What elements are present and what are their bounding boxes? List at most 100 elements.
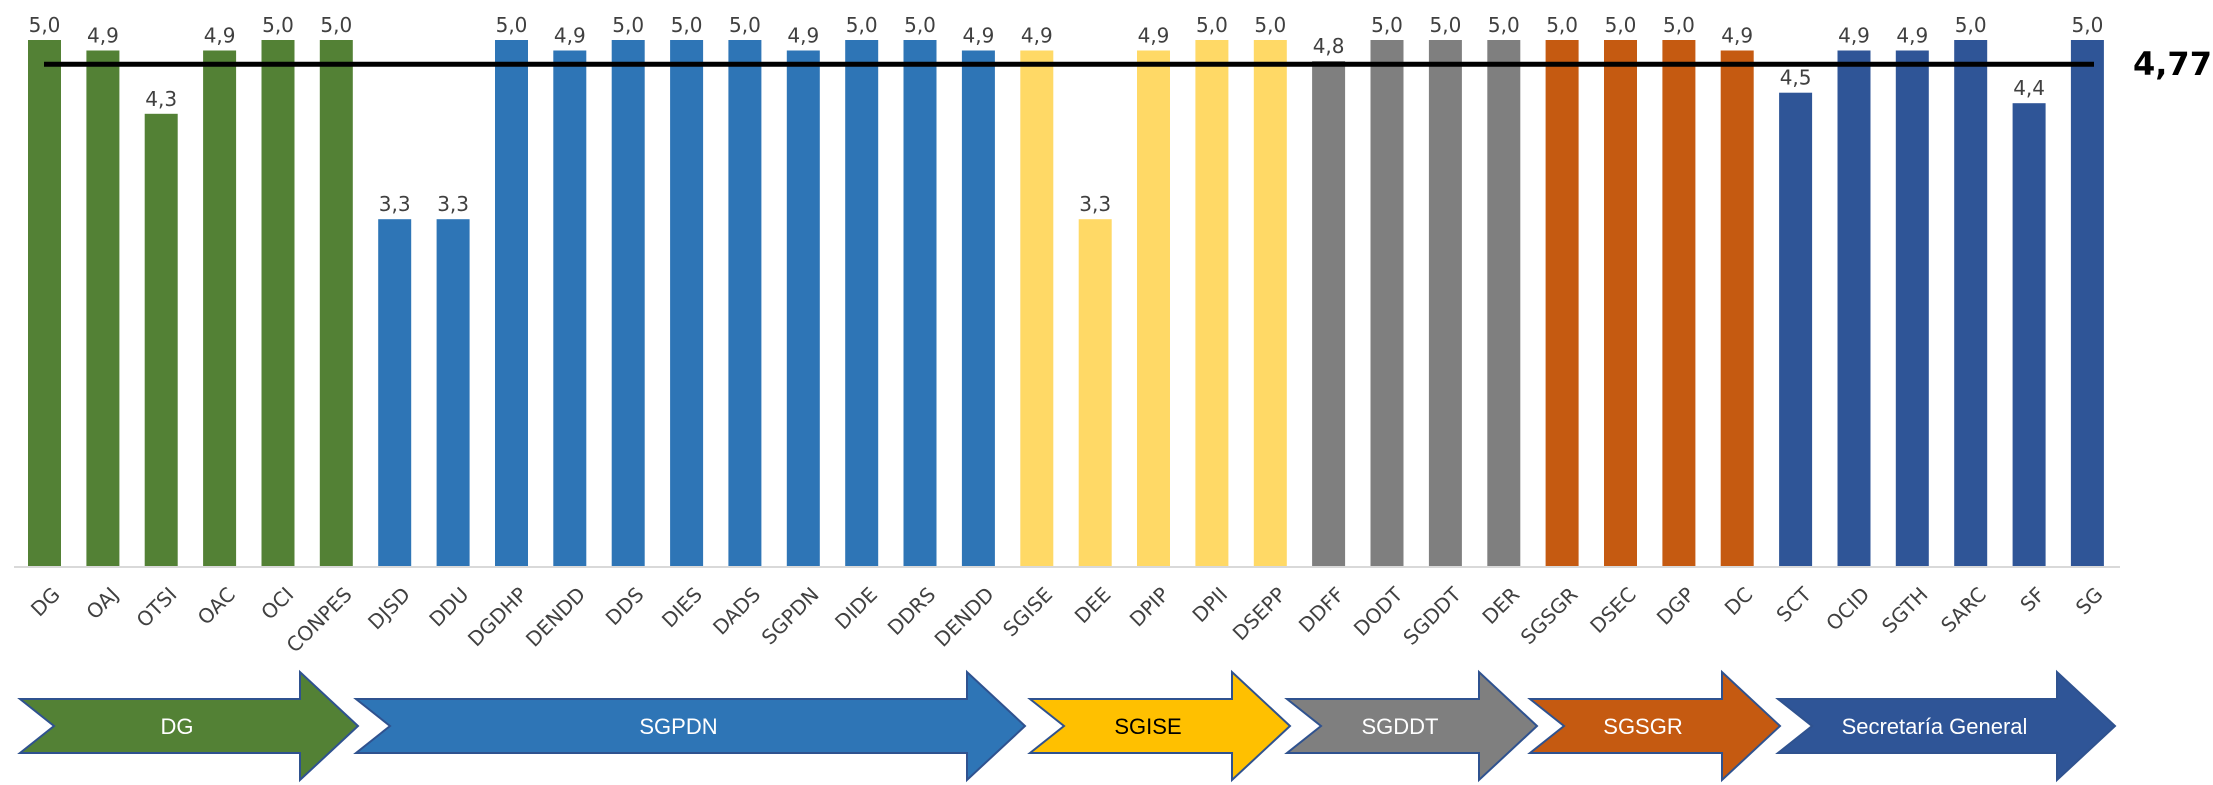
bar-dies bbox=[670, 40, 704, 567]
value-label: 4,9 bbox=[1838, 24, 1870, 48]
bar-sgsgr bbox=[1545, 40, 1579, 567]
bars-layer: 5,0 4,9 4,3 4,9 5,0 5,0 3,3 3,3 5,0 4,9 5,0 5,0 5,0 4… bbox=[28, 13, 2104, 568]
bar-dgdhp bbox=[495, 40, 528, 567]
group-arrow-sgise bbox=[1027, 669, 1292, 783]
value-label: 5,0 bbox=[1254, 13, 1286, 37]
bar-oaj bbox=[86, 50, 120, 567]
bar-dgp bbox=[1662, 40, 1696, 567]
x-tick-label: DDU bbox=[424, 582, 473, 631]
bar-otsi bbox=[144, 113, 178, 568]
value-label: 5,0 bbox=[729, 13, 761, 37]
x-tick-label: OCID bbox=[1821, 582, 1874, 635]
x-tick-label: DDS bbox=[601, 582, 649, 630]
bar-dee bbox=[1078, 219, 1112, 567]
x-tick-label: OCI bbox=[256, 582, 298, 624]
bar-ddff bbox=[1312, 61, 1346, 567]
group-label: Secretaría General bbox=[1842, 714, 2028, 739]
bar-ocid bbox=[1837, 50, 1871, 567]
bar-oac bbox=[203, 50, 237, 567]
bar-dodt bbox=[1370, 40, 1404, 567]
bar-dsec bbox=[1604, 40, 1637, 567]
x-tick-label: DJSD bbox=[363, 582, 415, 634]
value-label: 4,9 bbox=[1138, 24, 1170, 48]
value-label: 5,0 bbox=[1955, 13, 1987, 37]
x-tick-label: DIES bbox=[657, 582, 707, 632]
value-label: 5,0 bbox=[496, 13, 528, 37]
value-label: 4,9 bbox=[87, 24, 119, 48]
group-arrows-layer: DG SGPDN SGISE SGDDT SGSGR Secretaría General bbox=[17, 669, 2117, 783]
value-label: 5,0 bbox=[846, 13, 878, 37]
bar-dpip bbox=[1137, 50, 1170, 567]
x-tick-label: DG bbox=[26, 582, 65, 621]
group-arrow-sgsgr bbox=[1527, 669, 1782, 783]
bar-sgddt bbox=[1428, 40, 1462, 567]
bar-dendd bbox=[553, 50, 587, 567]
group-label: DG bbox=[161, 714, 194, 739]
average-label: 4,77 bbox=[2133, 45, 2212, 83]
value-label: 5,0 bbox=[1196, 13, 1228, 37]
x-tick-label: DEE bbox=[1070, 582, 1116, 628]
bar-sarc bbox=[1954, 40, 1988, 567]
x-tick-label: DADS bbox=[708, 582, 765, 639]
group-label: SGISE bbox=[1114, 714, 1181, 739]
value-label: 5,0 bbox=[612, 13, 644, 37]
value-label: 4,5 bbox=[1780, 66, 1812, 90]
value-label: 5,0 bbox=[1546, 13, 1578, 37]
x-tick-label: DIDE bbox=[830, 582, 882, 634]
x-tick-label: DER bbox=[1477, 582, 1524, 629]
group-arrow-secretaría-general bbox=[1775, 669, 2117, 783]
bar-sg bbox=[2070, 40, 2104, 567]
x-tick-label: CONPES bbox=[282, 582, 357, 657]
value-label: 4,9 bbox=[1021, 24, 1053, 48]
value-label: 4,8 bbox=[1313, 34, 1345, 58]
x-tick-label: OTSI bbox=[132, 582, 182, 632]
x-tick-label: SCT bbox=[1771, 582, 1816, 627]
value-label: 5,0 bbox=[1371, 13, 1403, 37]
x-tick-label: SGPDN bbox=[757, 582, 824, 649]
value-label: 5,0 bbox=[320, 13, 352, 37]
value-label: 4,9 bbox=[554, 24, 586, 48]
x-tick-label: SGSGR bbox=[1516, 582, 1583, 649]
bar-dds bbox=[611, 40, 645, 567]
x-tick-label: DSEC bbox=[1585, 582, 1641, 638]
bar-ddu bbox=[436, 219, 470, 567]
x-tick-label: DENDD bbox=[521, 582, 590, 651]
bar-sgpdn bbox=[786, 50, 820, 567]
bar-conpes bbox=[319, 40, 353, 567]
x-tick-label: DPII bbox=[1187, 582, 1232, 627]
value-label: 4,4 bbox=[2013, 76, 2045, 100]
group-label: SGPDN bbox=[639, 714, 717, 739]
value-label: 5,0 bbox=[2071, 13, 2103, 37]
group-label: SGDDT bbox=[1362, 714, 1439, 739]
x-tick-label: SGTH bbox=[1877, 582, 1933, 638]
x-tick-label: DENDD bbox=[930, 582, 999, 651]
x-tick-label: DC bbox=[1720, 582, 1758, 620]
value-label: 3,3 bbox=[379, 192, 411, 216]
bar-dendd bbox=[961, 50, 995, 567]
value-label: 5,0 bbox=[1429, 13, 1461, 37]
value-label: 5,0 bbox=[1488, 13, 1520, 37]
x-tick-label: SGISE bbox=[998, 582, 1057, 641]
group-arrow-sgpdn bbox=[353, 669, 1027, 783]
bar-djsd bbox=[378, 219, 412, 567]
value-label: 5,0 bbox=[29, 13, 61, 37]
bar-ddrs bbox=[903, 40, 937, 567]
bar-sf bbox=[2012, 103, 2046, 567]
bar-der bbox=[1487, 40, 1521, 567]
bar-dide bbox=[845, 40, 879, 567]
x-tick-label: DSEPP bbox=[1228, 582, 1291, 645]
value-label: 5,0 bbox=[671, 13, 703, 37]
value-label: 3,3 bbox=[1079, 192, 1111, 216]
x-tick-label: DGP bbox=[1652, 582, 1699, 629]
value-label: 5,0 bbox=[1605, 13, 1637, 37]
x-tick-label: DPIP bbox=[1125, 582, 1174, 631]
value-label: 4,3 bbox=[145, 87, 177, 111]
value-label: 5,0 bbox=[262, 13, 294, 37]
value-label: 4,9 bbox=[787, 24, 819, 48]
value-label: 3,3 bbox=[437, 192, 469, 216]
value-label: 4,9 bbox=[962, 24, 994, 48]
value-label: 5,0 bbox=[1663, 13, 1695, 37]
bar-sgise bbox=[1020, 50, 1054, 567]
